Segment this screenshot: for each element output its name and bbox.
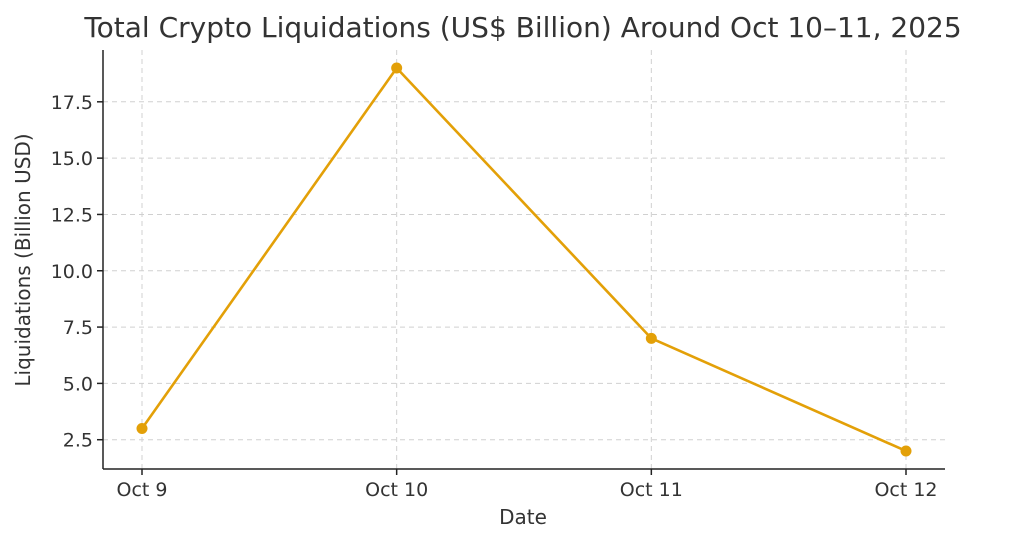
ticks-layer: 2.5 5.0 7.5 10.0 12.5 15.0 17.5 Oct 9 Oct 10 Oct … [51, 92, 938, 501]
y-tick-label: 5.0 [63, 373, 93, 395]
grid-layer [103, 50, 945, 469]
data-point-marker [136, 422, 148, 434]
y-tick-label: 12.5 [51, 204, 93, 226]
data-point-marker [391, 62, 403, 74]
series-line [140, 66, 908, 453]
x-tick-label: Oct 12 [874, 479, 937, 501]
y-tick-label: 2.5 [63, 430, 93, 452]
y-tick-label: 7.5 [63, 317, 93, 339]
x-tick-label: Oct 11 [620, 479, 683, 501]
series-layer [136, 62, 912, 457]
chart-title: Total Crypto Liquidations (US$ Billion) … [83, 11, 961, 44]
axes-layer [102, 50, 945, 470]
x-tick-label: Oct 10 [365, 479, 428, 501]
y-tick-label: 10.0 [51, 261, 93, 283]
y-axis-label: Liquidations (Billion USD) [11, 133, 35, 386]
data-point-marker [645, 332, 657, 344]
data-point-marker [900, 445, 912, 457]
y-tick-label: 15.0 [51, 148, 93, 170]
x-axis-label: Date [499, 505, 547, 529]
y-tick-label: 17.5 [51, 92, 93, 114]
x-tick-label: Oct 9 [117, 479, 168, 501]
